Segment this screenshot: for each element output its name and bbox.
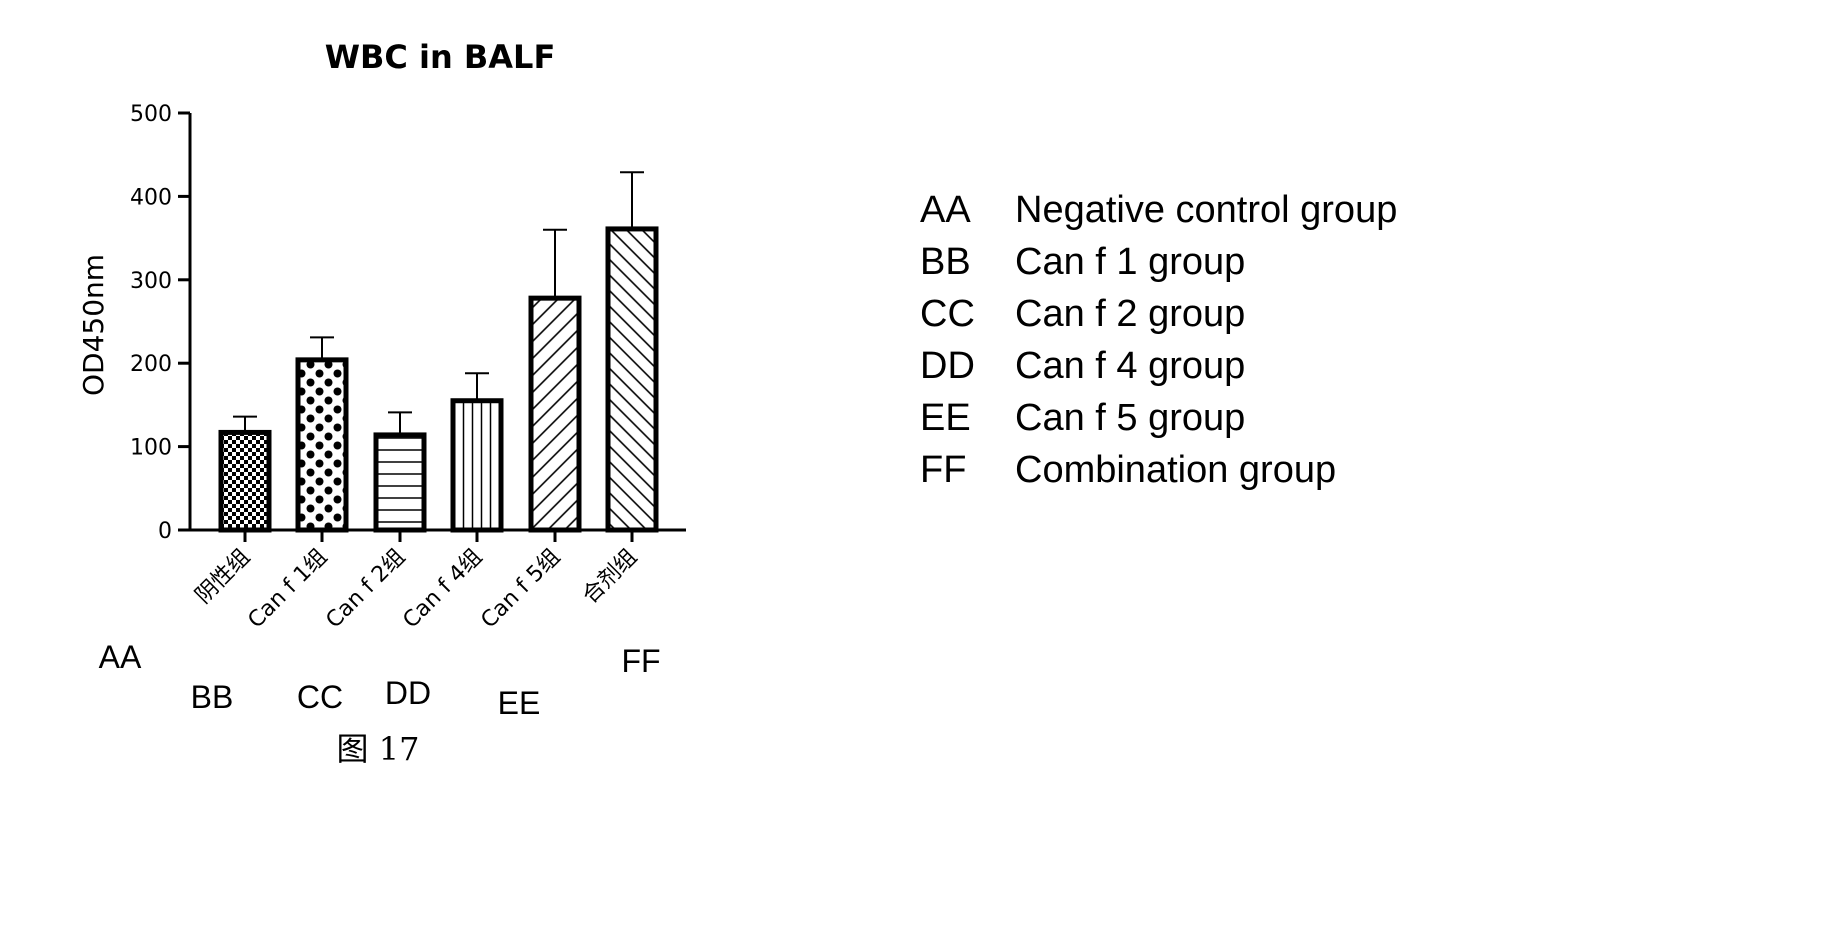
y-tick-label: 300 (130, 269, 172, 294)
legend-code: AA (920, 189, 971, 231)
legend-label: Negative control group (1015, 189, 1397, 231)
legend-code: DD (920, 345, 975, 387)
category-code: AA (99, 639, 142, 675)
y-tick-label: 100 (130, 436, 172, 461)
y-tick-label: 500 (130, 102, 172, 127)
chart-title: WBC in BALF (325, 38, 556, 76)
legend-label: Can f 4 group (1015, 345, 1245, 387)
x-tick-label: Can f 2组 (321, 545, 410, 634)
x-tick-label: Can f 1组 (243, 545, 332, 634)
x-tick-label: Can f 4组 (398, 545, 487, 634)
y-axis: 0 100 200 300 400 500 (130, 102, 192, 544)
bar (218, 429, 272, 533)
x-tick-label: Can f 5组 (476, 545, 565, 634)
y-tick-label: 0 (158, 519, 172, 544)
category-code: DD (385, 675, 431, 711)
y-tick-label: 200 (130, 352, 172, 377)
bar (450, 398, 504, 533)
bar (373, 432, 427, 533)
legend: AA Negative control group BB Can f 1 group C… (920, 189, 1397, 491)
category-codes: AA BB CC DD EE FF (99, 639, 661, 721)
bars (218, 171, 659, 533)
bar (295, 357, 349, 533)
figure-label: 图 17 (337, 730, 420, 768)
legend-code: BB (920, 241, 971, 283)
x-tick-label: 合剂组 (578, 545, 642, 609)
legend-code: CC (920, 293, 975, 335)
bar (605, 226, 659, 533)
legend-code: FF (920, 449, 966, 491)
category-code: EE (498, 685, 541, 721)
bar (528, 295, 582, 533)
legend-label: Can f 1 group (1015, 241, 1245, 283)
category-code: CC (297, 679, 343, 715)
category-code: FF (621, 643, 660, 679)
category-code: BB (191, 679, 234, 715)
legend-label: Can f 5 group (1015, 397, 1245, 439)
legend-label: Can f 2 group (1015, 293, 1245, 335)
y-tick-label: 400 (130, 185, 172, 210)
y-axis-label: OD450nm (77, 254, 110, 396)
x-tick-label: 阴性组 (191, 545, 255, 609)
legend-code: EE (920, 397, 971, 439)
legend-label: Combination group (1015, 449, 1336, 491)
